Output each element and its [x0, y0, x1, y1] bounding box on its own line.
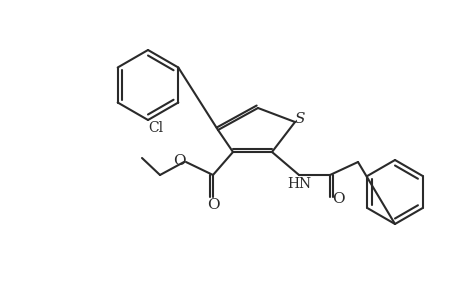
Text: O: O	[172, 154, 185, 168]
Text: Cl: Cl	[148, 121, 163, 135]
Text: HN: HN	[286, 177, 310, 191]
Text: O: O	[331, 192, 344, 206]
Text: S: S	[294, 112, 305, 126]
Text: O: O	[206, 198, 219, 212]
